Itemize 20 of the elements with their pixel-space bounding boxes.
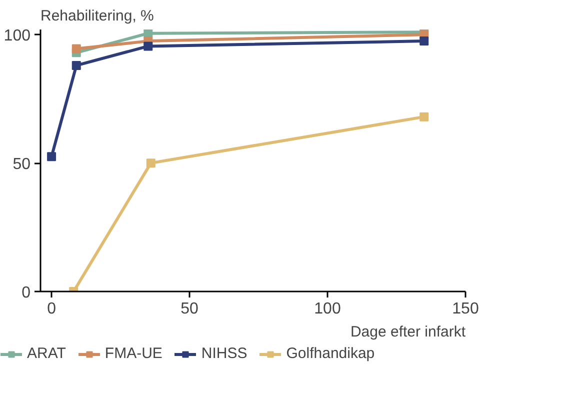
point bbox=[146, 158, 156, 168]
chart-title: Rehabilitering, % bbox=[40, 8, 154, 24]
point bbox=[420, 112, 429, 122]
x-axis-title: Dage efter infarkt bbox=[350, 324, 466, 340]
legend-label: FMA-UE bbox=[104, 345, 162, 362]
legend-label: ARAT bbox=[27, 345, 66, 362]
x-tick-label: 150 bbox=[452, 300, 479, 318]
point bbox=[72, 60, 81, 70]
legend-label: Golfhandikap bbox=[286, 345, 375, 362]
legend-label: NIHSS bbox=[201, 345, 248, 362]
point bbox=[72, 44, 81, 54]
x-tick-label: 100 bbox=[314, 300, 341, 318]
y-tick-label: 50 bbox=[12, 156, 31, 174]
x-tick-label: 0 bbox=[47, 300, 56, 318]
y-tick-label: 0 bbox=[22, 284, 31, 302]
point bbox=[47, 152, 56, 162]
y-tick-label: 100 bbox=[4, 28, 31, 45]
point bbox=[144, 42, 153, 51]
point bbox=[420, 36, 429, 46]
x-tick-label: 50 bbox=[180, 300, 199, 318]
